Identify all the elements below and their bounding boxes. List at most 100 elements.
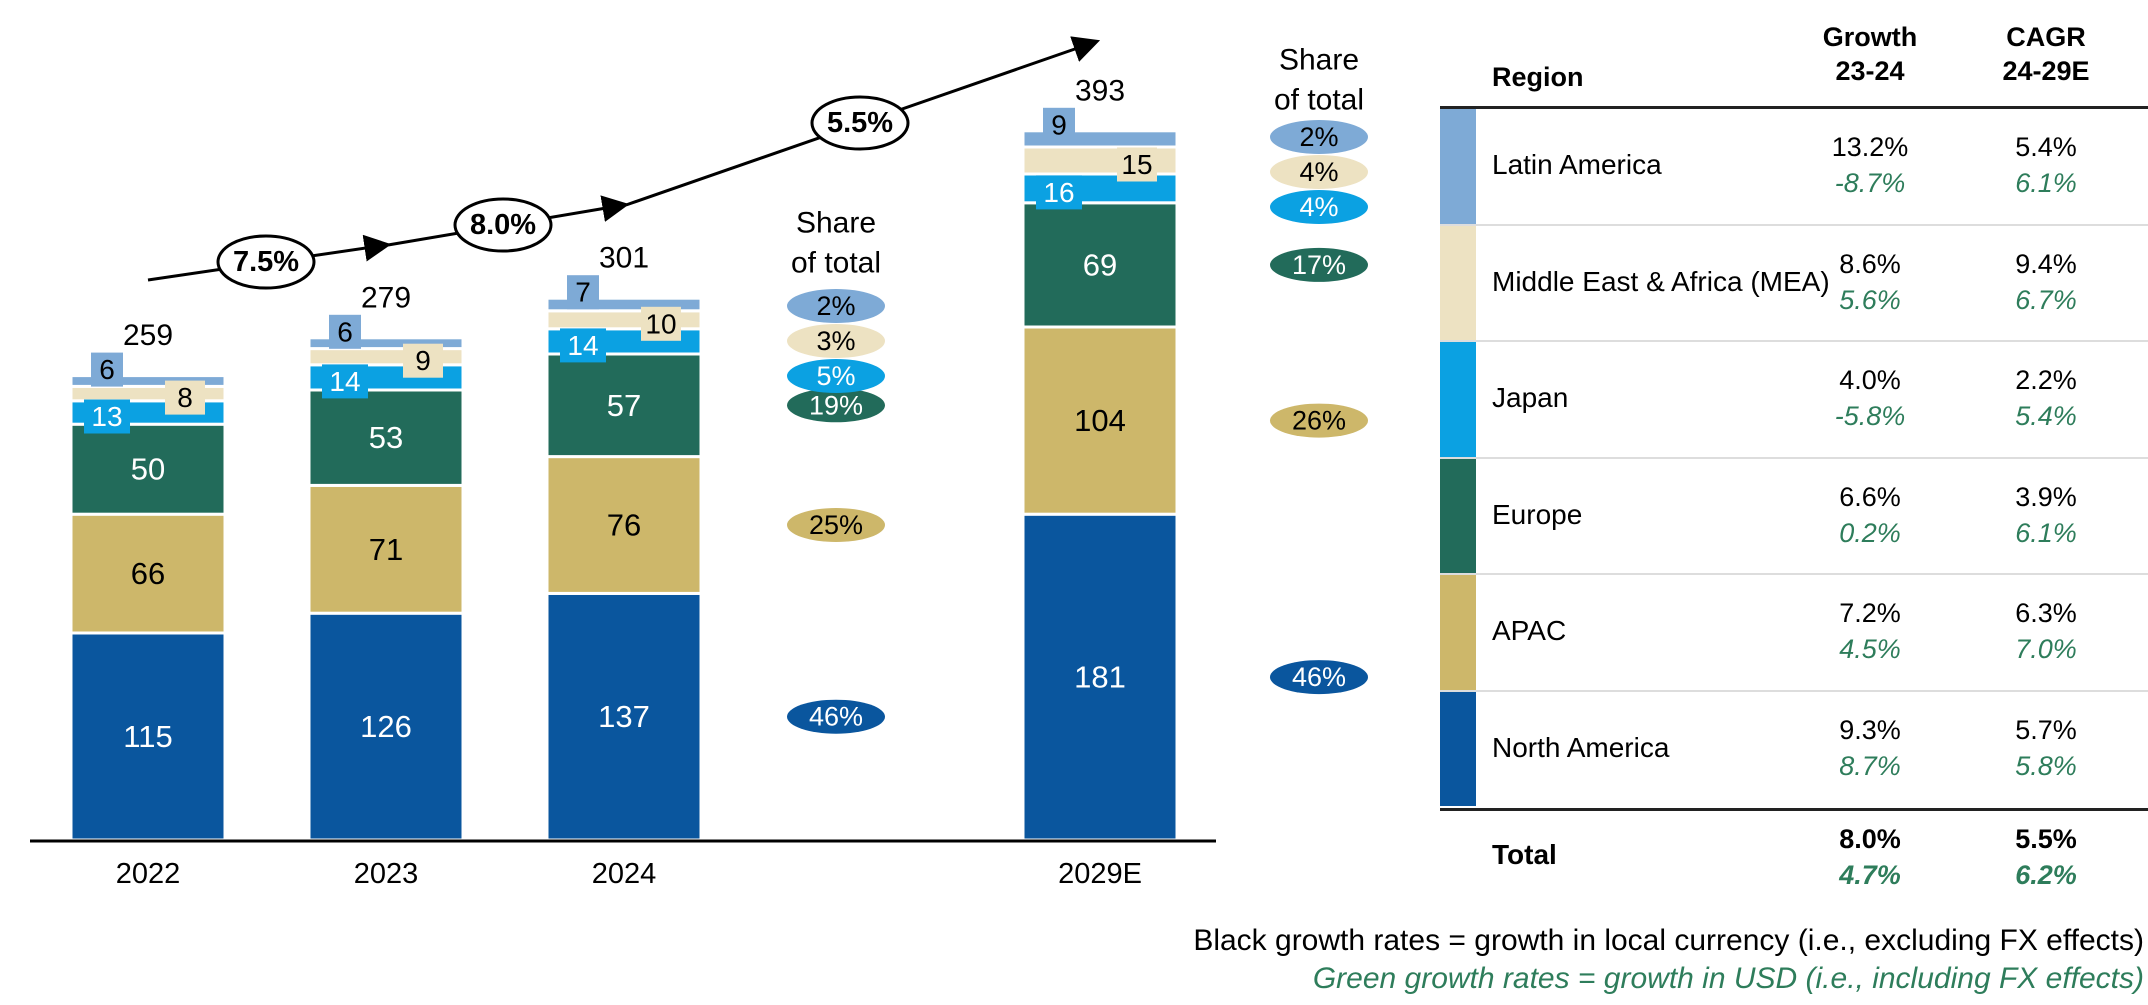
growth-rate-label: 7.5% (233, 246, 299, 278)
latam-value-tag (329, 314, 361, 349)
bar-segment-latin-america (307, 336, 465, 351)
bar-value-label: 50 (131, 452, 165, 487)
share-label: 5% (816, 361, 855, 391)
bar-segment-latin-america (69, 374, 227, 388)
latam-value-tag (91, 352, 123, 387)
growth-usd: -5.8% (1834, 401, 1906, 432)
latam-value-tag (1043, 107, 1075, 142)
bar-value-label: 71 (369, 532, 403, 567)
growth-rate-label: 5.5% (827, 107, 893, 139)
japan-value-tag (84, 399, 130, 434)
share-bubble (787, 359, 885, 393)
bar-value-label: 76 (607, 508, 641, 543)
share-bubble (1270, 155, 1368, 189)
header-rule (1440, 106, 2148, 109)
bar-total-label: 279 (361, 281, 411, 314)
share-bubble (1270, 660, 1368, 695)
region-color-swatch (1440, 575, 1476, 690)
bar-value-label: 104 (1074, 403, 1126, 438)
bar-total-label: 301 (599, 242, 649, 275)
share-title-line1: Share (796, 207, 876, 240)
x-tick-label: 2029E (1058, 858, 1142, 890)
japan-value-tag (1036, 175, 1082, 210)
row-separator (1440, 573, 2148, 575)
japan-value-label: 16 (1043, 177, 1074, 208)
cagr-usd: 6.7% (2015, 284, 2077, 315)
share-bubble (787, 324, 885, 358)
share-label: 25% (809, 510, 863, 540)
bar-segment-apac (1021, 325, 1179, 516)
latam-value-label: 7 (575, 277, 591, 308)
mea-value-label: 8 (177, 382, 193, 413)
share-label: 4% (1299, 192, 1338, 222)
latam-value-label: 6 (337, 316, 353, 347)
total-label: Total (1492, 839, 1557, 870)
share-title-line2: of total (791, 247, 881, 280)
bar-value-label: 181 (1074, 660, 1126, 695)
growth-usd: 5.6% (1839, 284, 1901, 315)
mea-value-tag (403, 343, 443, 378)
cagr-local: 2.2% (2015, 365, 2077, 396)
share-bubble (1270, 247, 1368, 282)
share-label: 3% (816, 326, 855, 356)
header-cagr-line1: CAGR (2006, 22, 2086, 52)
total-cagr-local: 5.5% (2015, 824, 2077, 854)
x-tick-label: 2024 (592, 858, 657, 890)
share-bubble (787, 508, 885, 542)
growth-usd: -8.7% (1834, 168, 1906, 199)
table-row: Latin America 13.2% -8.7% 5.4% 6.1% (1440, 109, 2148, 226)
growth-local: 6.6% (1839, 481, 1901, 512)
header-cagr: CAGR 24-29E (1976, 20, 2116, 88)
japan-value-tag (560, 328, 606, 363)
bar-segment-apac (69, 512, 227, 635)
header-growth: Growth 23-24 (1800, 20, 1940, 88)
total-cagr-usd: 6.2% (2015, 860, 2077, 890)
japan-value-label: 14 (329, 366, 360, 397)
share-bubble (787, 289, 885, 323)
mea-value-label: 10 (645, 308, 676, 339)
cagr-usd: 6.1% (2015, 168, 2077, 199)
growth-rate-label: 8.0% (470, 209, 536, 241)
bar-value-label: 57 (607, 388, 641, 423)
share-label: 26% (1292, 406, 1346, 436)
header-growth-line1: Growth (1822, 22, 1918, 52)
share-label: 2% (1299, 122, 1338, 152)
share-bubble (1270, 190, 1368, 224)
region-name: Europe (1492, 498, 1583, 530)
growth-local: 13.2% (1831, 132, 1909, 163)
cagr-usd: 5.8% (2015, 750, 2077, 781)
region-color-swatch (1440, 458, 1476, 573)
mea-value-tag (1117, 147, 1157, 182)
total-row: Total 8.0% 4.7% 5.5% 6.2% (1440, 811, 2148, 901)
total-growth-local: 8.0% (1839, 824, 1901, 854)
growth-rate-bubble (216, 234, 316, 290)
growth-table: Region Growth 23-24 CAGR 24-29E Latin Am… (1440, 0, 2148, 920)
cagr-usd: 5.4% (2015, 401, 2077, 432)
bar-total-label: 393 (1075, 74, 1125, 107)
cagr-local: 5.4% (2015, 132, 2077, 163)
growth-local: 7.2% (1839, 598, 1901, 629)
share-title-line1: Share (1279, 44, 1359, 77)
region-color-swatch (1440, 109, 1476, 224)
header-cagr-line2: 24-29E (2002, 56, 2090, 86)
latam-value-label: 9 (1051, 109, 1067, 140)
share-label: 19% (809, 390, 863, 420)
bar-segment-north-america (69, 631, 227, 842)
bar-segment-europe (545, 352, 703, 459)
cagr-usd: 7.0% (2015, 634, 2077, 665)
region-name: Japan (1492, 382, 1569, 414)
bar-value-label: 137 (598, 699, 650, 734)
row-separator (1440, 223, 2148, 226)
bar-segment-north-america (1021, 512, 1179, 842)
table-row: Middle East & Africa (MEA) 8.6% 5.6% 9.4% 6.… (1440, 225, 2148, 343)
share-bubble (1270, 120, 1368, 154)
region-name: Middle East & Africa (MEA) (1492, 265, 1830, 297)
mea-value-label: 15 (1121, 149, 1152, 180)
mea-value-tag (641, 306, 681, 341)
region-name: APAC (1492, 615, 1567, 647)
growth-usd: 8.7% (1839, 750, 1901, 781)
share-bubble (787, 699, 885, 734)
latam-value-label: 6 (99, 354, 115, 385)
bar-value-label: 66 (131, 556, 165, 591)
region-color-swatch (1440, 342, 1476, 457)
